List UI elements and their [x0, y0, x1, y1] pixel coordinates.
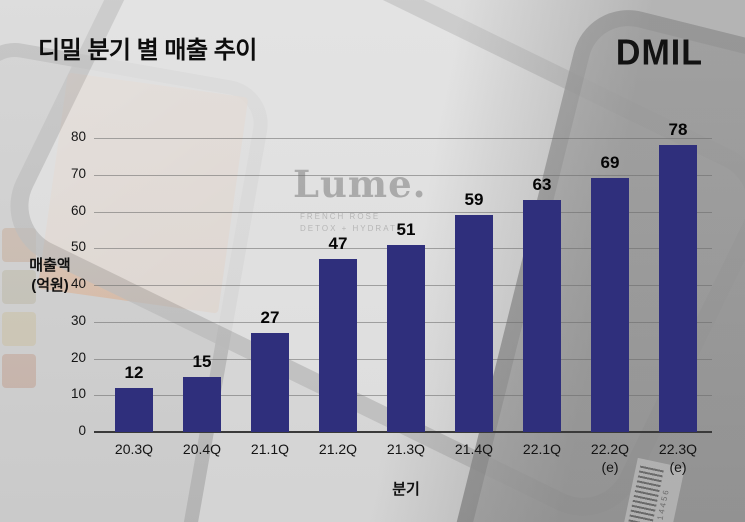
y-tick-label: 20: [70, 349, 86, 365]
bar: [455, 215, 493, 432]
bar-value-label: 12: [124, 362, 144, 382]
gridline: [94, 211, 712, 213]
y-tick-label: 70: [70, 165, 86, 181]
bar: [591, 178, 629, 432]
bar-21.4Q: 59: [440, 190, 508, 432]
y-axis-title: 매출액 (억원): [29, 257, 71, 295]
x-tick-label: 22.1Q: [522, 441, 562, 457]
bar-21.2Q: 47: [304, 234, 372, 432]
y-tick-label: 0: [78, 423, 86, 438]
x-axis-tick-labels: 20.3Q 20.4Q 21.1Q 21.2Q 21.3Q 21.4Q 22.1Q 22.2Q…: [100, 440, 712, 476]
bar-22.1Q: 63: [508, 175, 576, 432]
x-tick-label: 21.1Q: [250, 441, 290, 457]
bar-20.4Q: 15: [168, 352, 236, 432]
x-tick-label: 20.3Q: [114, 441, 154, 457]
bar-21.3Q: 51: [372, 220, 440, 432]
bar: [183, 376, 221, 432]
y-tick-label: 60: [70, 202, 86, 218]
bar: [251, 332, 289, 432]
x-axis-line: [94, 431, 712, 433]
x-tick-label: 22.2Q (e): [590, 441, 630, 476]
y-tick-label: 50: [70, 239, 86, 255]
gridline: [94, 138, 712, 139]
y-tick-label: 10: [70, 386, 86, 402]
bar: [115, 387, 153, 432]
bar-20.3Q: 12: [100, 363, 168, 432]
bar-value-label: 78: [668, 120, 688, 140]
x-tick-label: 22.3Q (e): [658, 441, 698, 476]
bar: [387, 244, 425, 432]
gridline: [94, 174, 712, 176]
bar: [319, 259, 357, 432]
y-tick-label: 80: [70, 129, 86, 144]
bar-22.2Q: 69: [576, 153, 644, 432]
bar-value-label: 15: [192, 351, 212, 371]
bar: [659, 145, 697, 432]
bar-value-label: 59: [464, 190, 484, 210]
x-axis-title: 분기: [392, 481, 420, 498]
x-tick-label: 20.4Q: [182, 441, 222, 457]
y-tick-label: 40: [70, 276, 86, 291]
x-tick-label: 21.3Q: [386, 441, 426, 457]
x-tick-label: 21.4Q: [454, 441, 494, 457]
bar-value-label: 27: [260, 307, 280, 327]
bar-value-label: 63: [532, 175, 552, 195]
bar: [523, 200, 561, 432]
bar-value-label: 47: [328, 234, 348, 254]
plot-area: 0 10 20 30 40 50 60 70 80 12 15 27 47 51 59 63 69 78: [71, 120, 712, 438]
bar-value-label: 51: [396, 219, 416, 239]
y-tick-label: 30: [70, 312, 86, 328]
bar-value-label: 69: [600, 153, 620, 173]
bar-22.3Q: 78: [644, 120, 712, 432]
bar-21.1Q: 27: [236, 308, 304, 432]
x-tick-label: 21.2Q: [318, 441, 358, 457]
bars: 12 15 27 47 51 59 63 69 78: [100, 120, 712, 432]
